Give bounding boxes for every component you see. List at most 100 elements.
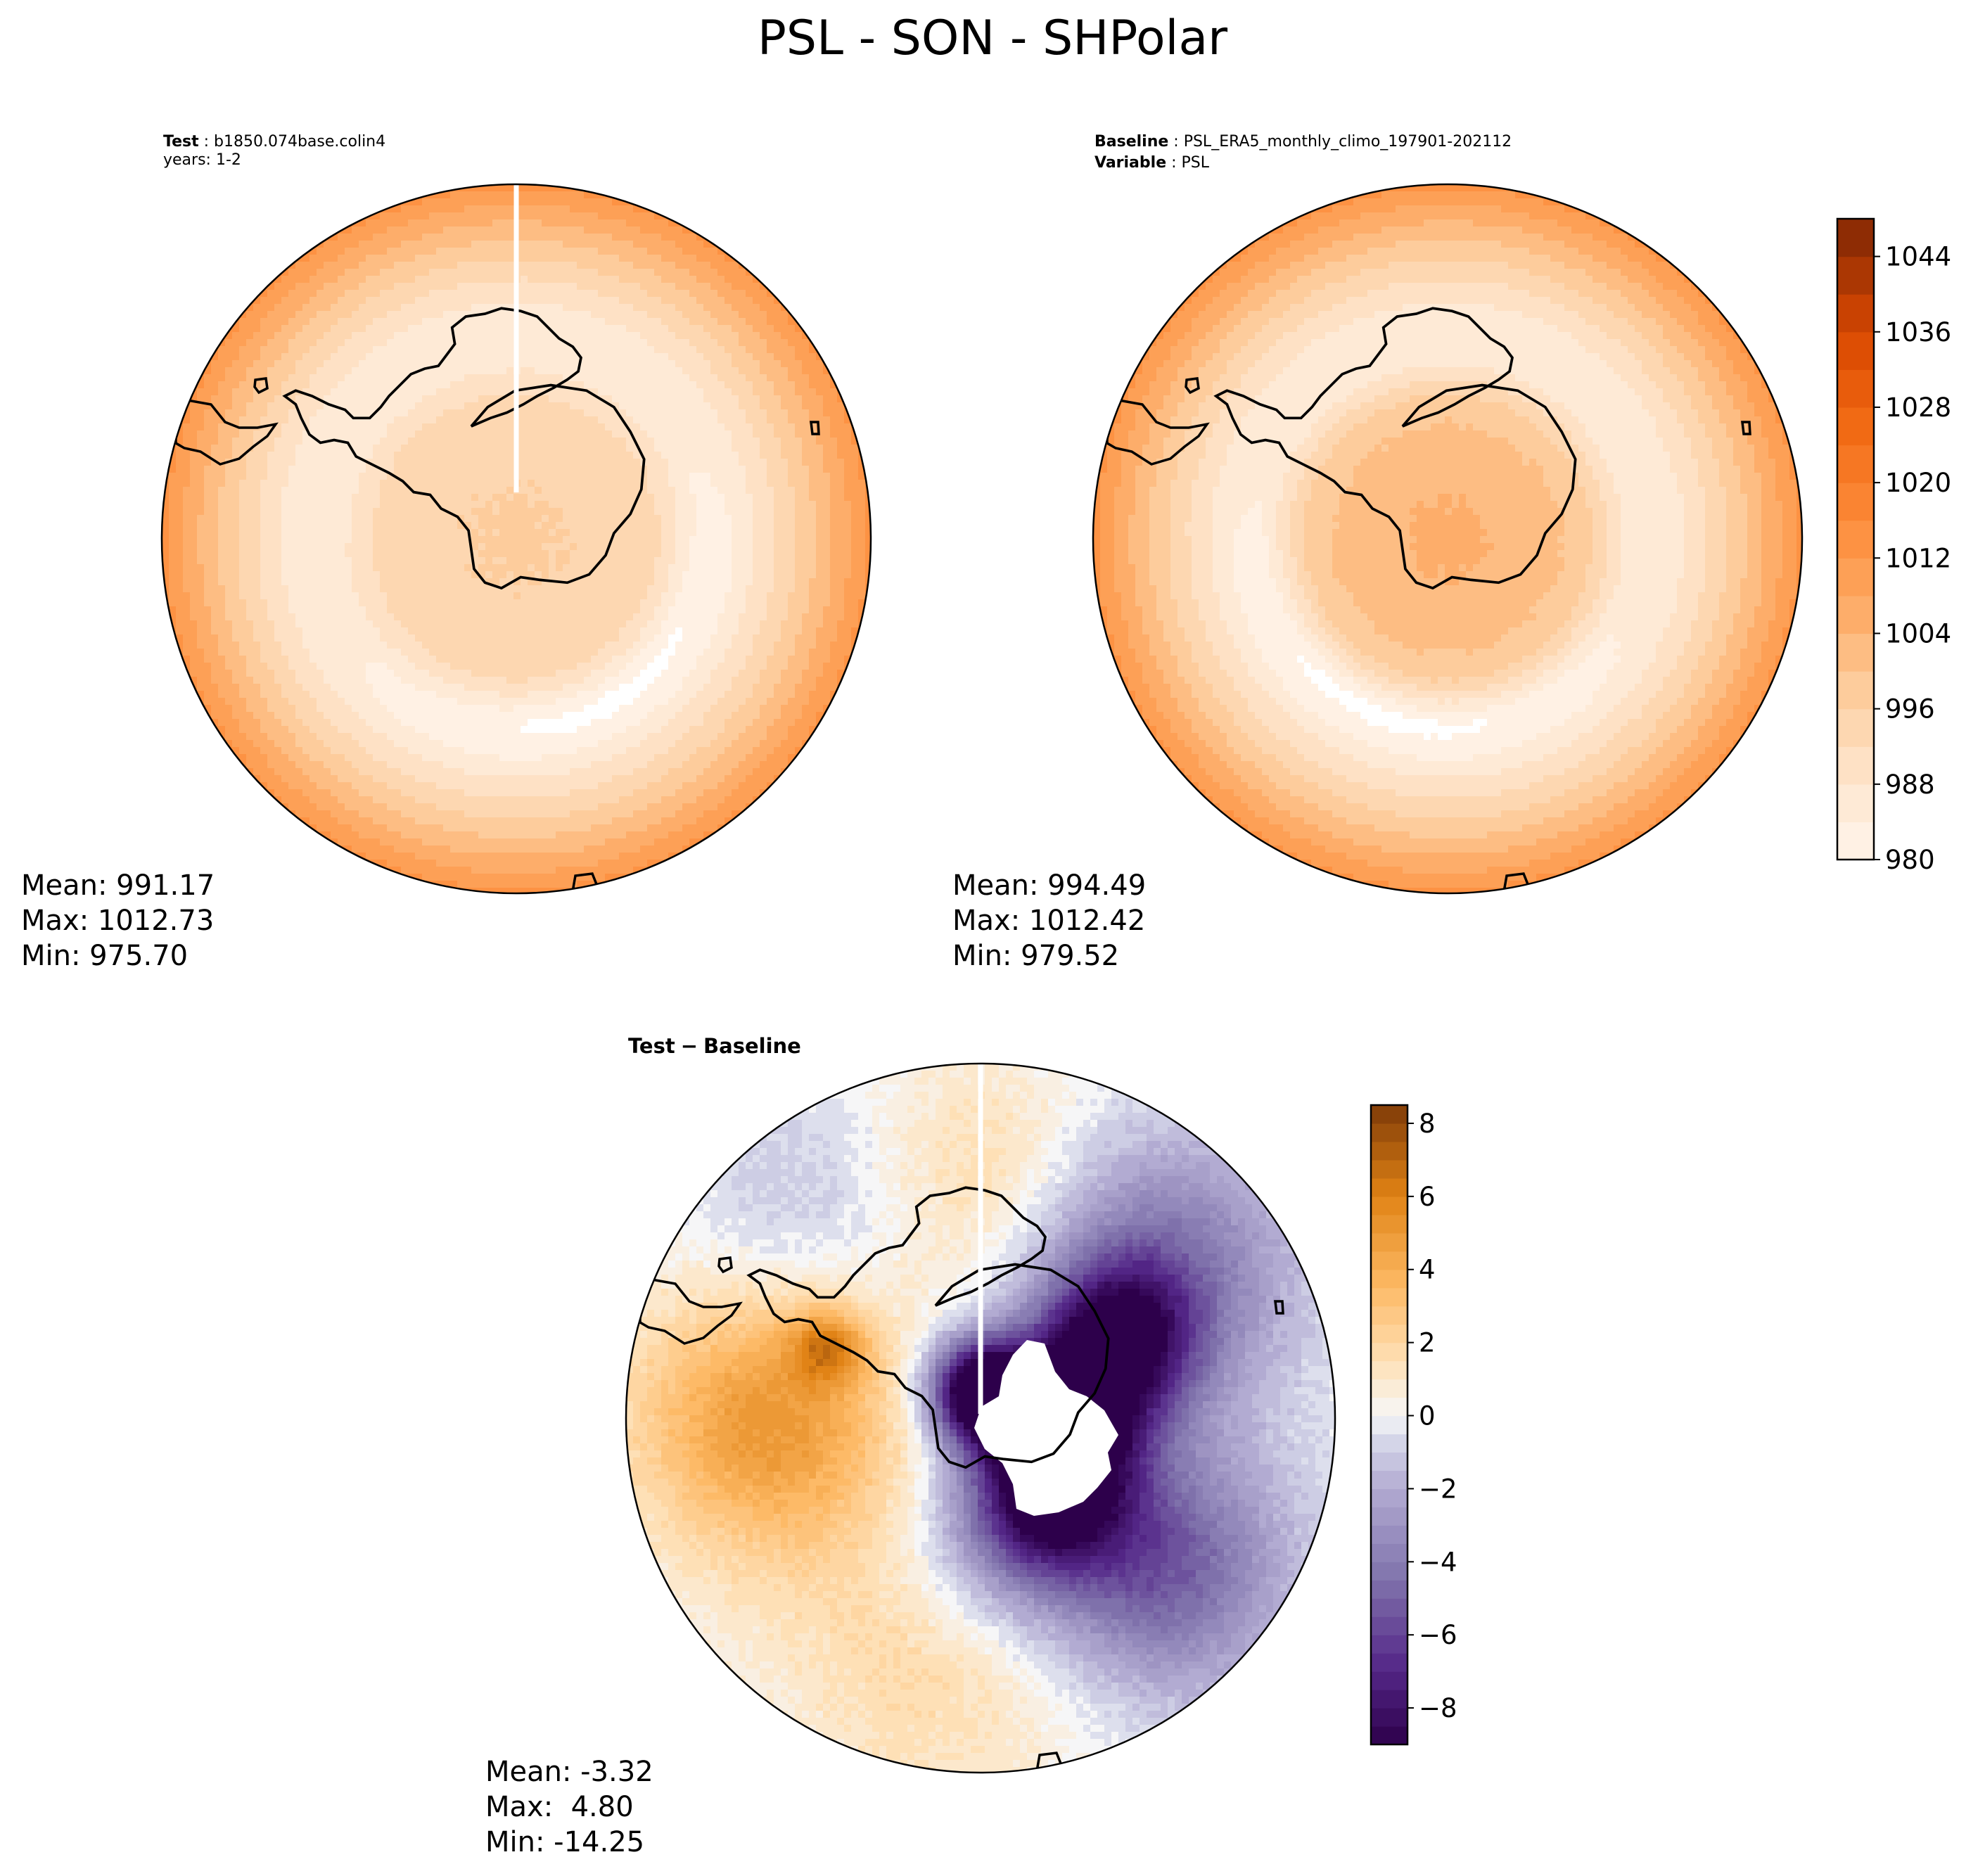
psl-cell <box>549 388 556 395</box>
psl-cell <box>654 367 661 374</box>
psl-cell <box>352 290 359 297</box>
psl-cell <box>387 311 394 318</box>
psl-cell <box>703 452 710 459</box>
psl-cell <box>211 459 218 466</box>
psl-cell <box>183 536 190 543</box>
psl-cell <box>359 353 366 360</box>
psl-cell <box>535 423 542 430</box>
psl-cell <box>563 311 570 318</box>
psl-cell <box>499 269 506 276</box>
psl-cell <box>647 367 654 374</box>
psl-cell <box>640 543 647 550</box>
psl-cell <box>598 536 605 543</box>
psl-cell <box>338 430 345 438</box>
psl-cell <box>865 515 871 522</box>
psl-cell <box>851 536 858 543</box>
psl-cell <box>535 262 542 269</box>
psl-cell <box>317 346 324 353</box>
psl-cell <box>788 381 795 388</box>
psl-cell <box>324 494 331 501</box>
psl-cell <box>549 515 556 522</box>
psl-cell <box>774 367 781 374</box>
psl-cell <box>725 388 732 395</box>
psl-cell <box>281 466 288 473</box>
psl-cell <box>591 311 598 318</box>
psl-cell <box>281 445 288 452</box>
psl-cell <box>190 550 197 557</box>
psl-cell <box>675 571 682 578</box>
psl-cell <box>746 409 753 416</box>
psl-cell <box>464 494 471 501</box>
psl-cell <box>577 297 584 304</box>
psl-cell <box>380 262 387 269</box>
psl-cell <box>239 529 246 536</box>
psl-cell <box>211 374 218 381</box>
psl-cell <box>591 346 598 353</box>
psl-cell <box>535 445 542 452</box>
psl-cell <box>710 255 717 262</box>
psl-cell <box>802 543 809 550</box>
psl-cell <box>485 550 492 557</box>
psl-cell <box>605 283 612 290</box>
psl-cell <box>345 487 352 494</box>
psl-cell <box>612 205 619 212</box>
psl-cell <box>380 269 387 276</box>
psl-cell <box>795 543 802 550</box>
psl-cell <box>563 248 570 255</box>
psl-cell <box>401 536 408 543</box>
psl-cell <box>190 395 197 402</box>
psl-cell <box>703 346 710 353</box>
psl-cell <box>647 290 654 297</box>
psl-cell <box>457 332 464 339</box>
psl-cell <box>823 578 830 585</box>
psl-cell <box>260 564 267 571</box>
psl-cell <box>612 571 619 578</box>
psl-cell <box>809 564 816 571</box>
psl-cell <box>281 423 288 430</box>
psl-cell <box>675 374 682 381</box>
psl-cell <box>309 395 317 402</box>
psl-cell <box>281 304 288 311</box>
psl-cell <box>471 360 478 367</box>
psl-cell <box>598 205 605 212</box>
psl-cell <box>802 367 809 374</box>
psl-cell <box>225 318 232 325</box>
psl-cell <box>675 459 682 466</box>
psl-cell <box>689 466 696 473</box>
psl-cell <box>542 374 549 381</box>
psl-cell <box>274 585 281 592</box>
psl-cell <box>225 515 232 522</box>
psl-cell <box>317 452 324 459</box>
psl-cell <box>457 536 464 543</box>
psl-cell <box>710 262 717 269</box>
psl-cell <box>331 381 338 388</box>
psl-cell <box>598 276 605 283</box>
psl-cell <box>281 346 288 353</box>
psl-cell <box>661 395 668 402</box>
psl-cell <box>781 487 788 494</box>
psl-cell <box>513 578 521 585</box>
psl-cell <box>499 353 506 360</box>
psl-cell <box>499 332 506 339</box>
psl-cell <box>471 241 478 248</box>
psl-cell <box>844 536 851 543</box>
psl-cell <box>591 423 598 430</box>
psl-cell <box>485 494 492 501</box>
psl-cell <box>612 416 619 423</box>
psl-cell <box>366 438 373 445</box>
psl-cell <box>570 515 577 522</box>
psl-cell <box>373 529 380 536</box>
psl-cell <box>492 290 499 297</box>
psl-cell <box>281 438 288 445</box>
psl-cell <box>802 346 809 353</box>
psl-cell <box>457 255 464 262</box>
psl-cell <box>499 571 506 578</box>
psl-cell <box>331 276 338 283</box>
psl-cell <box>612 592 619 599</box>
psl-cell <box>499 304 506 311</box>
psl-cell <box>464 346 471 353</box>
psl-cell <box>387 269 394 276</box>
psl-cell <box>288 459 295 466</box>
psl-cell <box>246 480 253 487</box>
psl-cell <box>668 276 675 283</box>
